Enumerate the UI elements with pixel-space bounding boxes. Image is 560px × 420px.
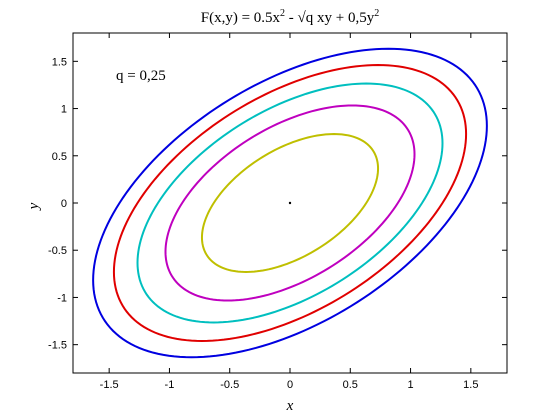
x-tick-label: -0.5 [220,379,239,391]
y-tick-label: -0.5 [48,245,67,257]
x-tick-label: 1 [407,379,413,391]
contour-line-1 [200,133,380,273]
y-tick-label: 0 [61,198,67,210]
y-tick-label: 0.5 [52,151,67,163]
y-tick-label: 1.5 [52,56,67,68]
title-part-1: F(x,y) = 0.5x [201,10,281,26]
x-tick-label: -1.5 [100,379,119,391]
contour-line-4 [112,64,468,342]
title-part-2: - √q xy + 0,5y [285,10,375,26]
contour-line-3 [136,82,444,324]
contour-lines [92,47,488,359]
contour-line-2 [164,104,416,302]
x-tick-label: 0.5 [343,379,358,391]
title-superscript-1: 2 [280,8,285,19]
x-axis-label: x [286,398,294,414]
q-annotation: q = 0,25 [116,68,166,84]
center-point [288,201,292,205]
x-tick-label: -1 [165,379,175,391]
axis-ticks: -1.5 -1 -0.5 0 0.5 1 1.5 -1.5 -1 -0.5 0 0.5 1 1.5 [48,33,507,391]
x-tick-label: 0 [287,379,293,391]
y-tick-label: 1 [61,104,67,116]
contour-line-5 [92,47,488,359]
x-tick-label: 1.5 [463,379,478,391]
plot-area: -1.5 -1 -0.5 0 0.5 1 1.5 -1.5 -1 -0.5 0 0.5 1 1.5 [48,32,508,391]
y-tick-label: -1 [57,292,67,304]
title-superscript-2: 2 [374,8,379,19]
y-axis-label: y [26,202,42,211]
y-tick-label: -1.5 [48,340,67,352]
chart-title: F(x,y) = 0.5x2 - √q xy + 0,5y2 [201,8,379,26]
